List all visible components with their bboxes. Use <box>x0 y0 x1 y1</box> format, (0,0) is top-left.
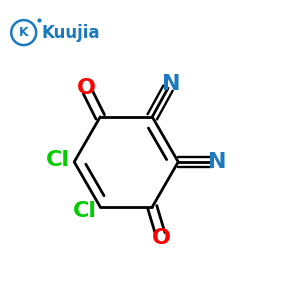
Text: O: O <box>76 78 96 98</box>
Text: N: N <box>208 152 227 172</box>
Text: Kuujia: Kuujia <box>41 24 100 42</box>
Text: K: K <box>19 26 28 39</box>
Text: O: O <box>152 227 171 248</box>
Text: N: N <box>162 74 181 94</box>
Text: Cl: Cl <box>46 150 70 170</box>
Text: Cl: Cl <box>73 201 97 221</box>
